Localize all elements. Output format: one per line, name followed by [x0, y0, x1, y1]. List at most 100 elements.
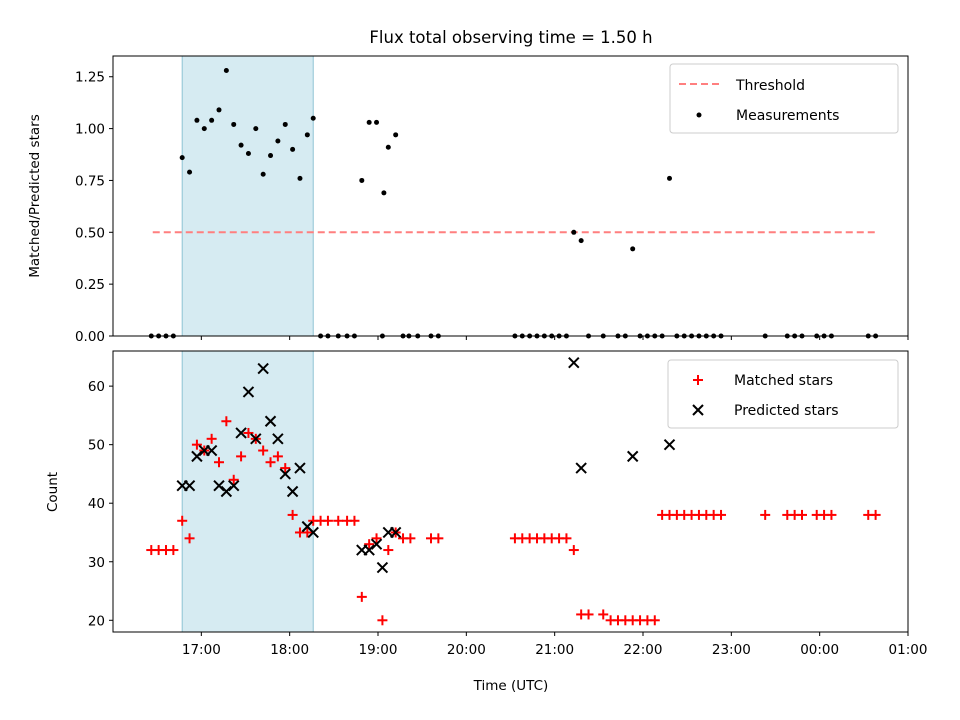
matched-star-point [322, 515, 333, 526]
matched-star-point [870, 509, 881, 520]
matched-star-point [258, 445, 269, 456]
matched-star-point [760, 509, 771, 520]
measurement-point [245, 150, 251, 156]
predicted-star-point [286, 485, 299, 498]
predicted-star-point [663, 438, 676, 451]
x-tick-label: 21:00 [535, 642, 574, 658]
x-tick-label: 18:00 [270, 642, 309, 658]
predicted-star-point [191, 450, 203, 463]
top-y-tick-label: 0.75 [75, 173, 105, 189]
matched-star-point [716, 509, 727, 520]
top-y-tick-label: 0.00 [75, 329, 105, 345]
x-tick-label: 19:00 [359, 642, 398, 658]
measurement-point [194, 117, 200, 123]
matched-star-point [272, 451, 283, 462]
matched-star-point [383, 545, 394, 556]
measurement-point [374, 119, 380, 125]
predicted-star-point [242, 386, 255, 398]
predicted-star-point [257, 362, 269, 375]
matched-star-point [191, 439, 202, 450]
matched-star-point [349, 515, 360, 526]
matched-star-point [433, 533, 444, 544]
matched-star-point [561, 533, 572, 544]
measurement-point [282, 121, 288, 127]
top-axis-ticks: 0.00 0.25 0.50 0.75 1.00 1.25 [75, 70, 909, 345]
legend-matched-swatch [693, 375, 703, 385]
measurement-point [667, 175, 672, 181]
measurement-point [238, 142, 244, 148]
bottom-star-counts [146, 357, 881, 626]
measurement-point [253, 126, 259, 132]
predicted-star-point [370, 538, 383, 550]
measurement-point [179, 155, 185, 161]
predicted-star-point [363, 544, 375, 556]
matched-star-point [568, 545, 579, 556]
measurement-point [268, 153, 274, 159]
matched-star-point [228, 474, 239, 485]
predicted-star-point [568, 357, 580, 369]
measurement-point [201, 126, 207, 132]
measurement-point [231, 121, 237, 127]
x-tick-label: 00:00 [800, 642, 839, 658]
predicted-star-point [264, 415, 277, 427]
matched-star-point [168, 545, 179, 556]
matched-star-point [405, 533, 416, 544]
top-axes-frame [112, 55, 909, 337]
matched-star-point [236, 451, 247, 462]
top-observation-window [181, 55, 314, 337]
measurement-point [304, 132, 310, 138]
legend-matched-label: Matched stars [734, 373, 833, 389]
matched-star-point [302, 527, 313, 538]
measurement-point [216, 107, 222, 113]
top-y-tick-label: 1.25 [75, 70, 105, 86]
matched-star-point [265, 457, 276, 468]
bottom-panel: 17:00 18:00 19:00 20:00 21:00 22:00 23:00 00:00… [45, 350, 928, 694]
predicted-star-point [228, 479, 240, 492]
predicted-star-point [272, 433, 284, 445]
matched-star-point [826, 509, 837, 520]
matched-star-point [333, 515, 344, 526]
legend-measurement-swatch [696, 112, 702, 118]
measurement-point [310, 115, 316, 121]
measurement-point [260, 171, 266, 177]
measurement-point [571, 229, 577, 235]
matched-star-point [214, 457, 224, 468]
measurement-point [297, 175, 303, 181]
matched-star-point [649, 615, 660, 626]
bottom-legend-box [667, 359, 899, 429]
top-panel: 0.00 0.25 0.50 0.75 1.00 1.25 Matched/Predict… [27, 55, 909, 345]
predicted-star-point [294, 462, 306, 474]
top-legend: Threshold Measurements [669, 63, 899, 134]
matched-star-point [797, 509, 807, 520]
x-axis-label: Time (UTC) [473, 678, 549, 694]
legend-matched-marker [693, 375, 703, 385]
legend-measurements-label: Measurements [736, 108, 839, 124]
measurement-point [223, 68, 229, 74]
predicted-star-point [250, 433, 262, 445]
matched-star-point [364, 539, 375, 550]
matched-star-point [583, 609, 594, 620]
matched-star-point [377, 615, 388, 626]
predicted-star-point [307, 526, 319, 539]
matched-star-point [371, 533, 382, 544]
legend-predicted-swatch [692, 404, 704, 416]
predicted-star-point [235, 427, 247, 439]
matched-star-point [287, 509, 298, 520]
x-tick-label: 20:00 [447, 642, 486, 658]
measurement-point [385, 144, 391, 150]
predicted-star-point [213, 479, 225, 492]
measurement-point [393, 132, 399, 138]
predicted-star-point [205, 444, 218, 457]
predicted-star-point [220, 485, 233, 498]
predicted-star-point [626, 450, 639, 463]
matched-star-point [280, 463, 291, 474]
x-tick-label: 01:00 [889, 642, 928, 658]
x-tick-label: 22:00 [624, 642, 663, 658]
bottom-y-axis-label: Count [45, 472, 61, 512]
bottom-y-tick-label: 60 [88, 379, 105, 395]
predicted-star-point [279, 468, 291, 480]
bottom-legend: Matched stars Predicted stars [667, 359, 899, 429]
measurement-point [275, 138, 281, 144]
top-legend-box [669, 63, 899, 134]
measurement-point [578, 238, 584, 244]
